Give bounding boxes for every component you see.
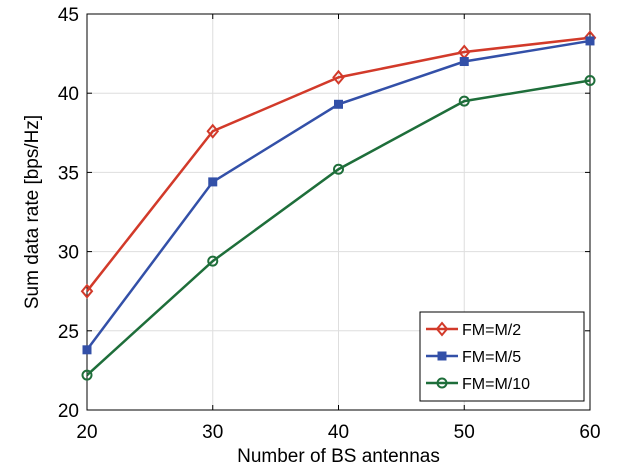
legend-item: FM=M/10: [426, 376, 530, 393]
data-point-square: [459, 57, 469, 67]
y-tick-label: 35: [58, 163, 79, 184]
y-axis-label: Sum data rate [bps/Hz]: [22, 115, 43, 309]
series-line: [86, 36, 591, 292]
data-point-circle: [333, 163, 344, 175]
data-point-square: [585, 36, 595, 46]
x-tick-label: 30: [202, 422, 223, 443]
x-tick-label: 50: [454, 422, 475, 443]
data-point-circle: [207, 255, 219, 267]
data-point-diamond: [80, 283, 94, 299]
x-axis-ticks: 20 30 40 50 60: [76, 14, 601, 443]
legend-marker: [435, 321, 449, 337]
data-point-diamond: [206, 123, 220, 139]
data-point-square: [208, 177, 218, 187]
data-point-square: [334, 99, 343, 109]
legend: FM=M/2 FM=M/5 FM=M/10: [419, 311, 585, 402]
x-axis-label: Number of BS antennas: [237, 446, 440, 467]
data-point-diamond: [332, 69, 345, 85]
y-axis-ticks: 20 25 30 35 40 45: [58, 5, 590, 422]
x-tick-label: 60: [579, 422, 600, 443]
legend-item: FM=M/5: [426, 349, 521, 366]
data-point-square: [82, 345, 92, 355]
series-group: [80, 30, 597, 381]
y-tick-label: 30: [58, 243, 79, 264]
legend-label: FM=M/5: [462, 349, 521, 366]
series-line: [86, 79, 591, 377]
series-2: [82, 36, 595, 355]
series-3: [81, 75, 596, 381]
x-tick-label: 20: [76, 422, 97, 443]
y-tick-label: 45: [58, 5, 79, 26]
legend-label: FM=M/10: [462, 376, 530, 393]
legend-label: FM=M/2: [462, 322, 521, 339]
legend-marker: [436, 377, 448, 389]
y-tick-label: 40: [58, 84, 79, 105]
y-tick-label: 25: [58, 322, 79, 343]
data-point-circle: [584, 75, 596, 87]
data-point-circle: [458, 95, 470, 107]
data-point-circle: [81, 369, 93, 381]
x-tick-label: 40: [328, 422, 349, 443]
legend-item: FM=M/2: [426, 321, 521, 339]
y-tick-label: 20: [58, 401, 79, 422]
legend-marker: [437, 351, 447, 361]
